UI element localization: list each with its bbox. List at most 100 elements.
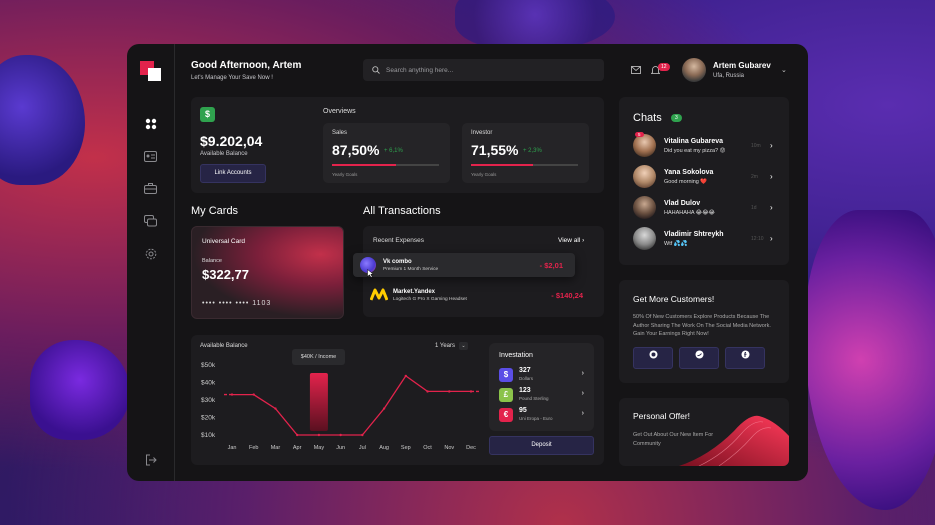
avatar	[633, 165, 656, 188]
data-point[interactable]	[252, 393, 255, 396]
offer-title: Personal Offer!	[633, 411, 691, 421]
data-point[interactable]	[295, 433, 299, 437]
data-point[interactable]	[382, 407, 386, 410]
y-tick-label: $50k	[201, 362, 216, 369]
data-point[interactable]	[448, 390, 451, 393]
avatar[interactable]	[682, 58, 706, 82]
chat-time: 12:10	[751, 236, 764, 242]
user-name: Artem Gubarev	[713, 61, 771, 70]
chevron-right-icon[interactable]: ›	[581, 410, 584, 417]
avatar	[633, 227, 656, 250]
transaction-row[interactable]: Vk combo Premium 1 Month Service - $2,01	[353, 253, 575, 278]
overview-value: 71,55%	[471, 142, 519, 158]
data-point[interactable]	[469, 390, 473, 393]
logout-icon[interactable]	[144, 454, 157, 466]
balance-card: $ $9.202,04 Available Balance Link Accou…	[191, 97, 604, 193]
data-point[interactable]	[274, 407, 277, 410]
pound-icon: £	[499, 388, 513, 402]
series-line	[232, 374, 471, 436]
chat-item[interactable]: Vlad Dulov HAHAHAHA 😂😂😂 1d ›	[633, 195, 778, 221]
investment-row[interactable]: € 95 Uni Eropa - Euro ›	[499, 406, 587, 424]
logo[interactable]	[140, 61, 162, 81]
overview-value: 87,50%	[332, 142, 380, 158]
chevron-right-icon[interactable]: ›	[770, 141, 773, 150]
instagram-icon	[649, 350, 657, 359]
y-tick-label: $20k	[201, 415, 216, 422]
settings-icon[interactable]	[144, 248, 157, 260]
mail-icon[interactable]	[631, 66, 641, 76]
chevron-right-icon[interactable]: ›	[770, 172, 773, 181]
chat-item[interactable]: Vladimir Shtreykh Wtf 💦💦 12:10 ›	[633, 226, 778, 252]
chat-name: Vitalina Gubareva	[664, 138, 724, 145]
chevron-right-icon[interactable]: ›	[581, 390, 584, 397]
x-tick-label: Oct	[423, 445, 432, 451]
investment-row[interactable]: $ 327 Dollars ›	[499, 366, 587, 384]
chats-count-badge: 3	[671, 114, 682, 122]
chevron-right-icon[interactable]: ›	[770, 203, 773, 212]
balance-label: Available Balance	[200, 151, 248, 157]
chat-bubble-icon[interactable]	[144, 215, 157, 227]
search-bar[interactable]	[363, 59, 604, 81]
twitter-icon	[695, 350, 703, 359]
x-tick-label: Jan	[228, 445, 237, 451]
id-card-icon[interactable]	[144, 151, 157, 163]
greeting: Good Afternoon, Artem Let's Manage Your …	[191, 60, 301, 81]
briefcase-icon[interactable]	[144, 183, 157, 195]
avatar	[633, 196, 656, 219]
data-point[interactable]	[404, 374, 408, 378]
chevron-right-icon[interactable]: ›	[581, 370, 584, 377]
offer-card[interactable]: Personal Offer! Get Out About Our New It…	[619, 398, 789, 466]
transaction-desc: Logitech G Pro X Gaming Headset	[393, 297, 467, 302]
chat-message: Good morning ❤️	[664, 179, 708, 185]
offer-illustration	[679, 415, 789, 466]
x-tick-label: Nov	[444, 445, 454, 451]
progress-bar	[471, 164, 578, 166]
data-point[interactable]	[426, 390, 429, 393]
investment-label: Uni Eropa - Euro	[519, 416, 553, 421]
link-accounts-button[interactable]: Link Accounts	[200, 164, 266, 183]
investment-value: 123	[519, 387, 531, 394]
instagram-button[interactable]	[633, 347, 673, 369]
bell-icon[interactable]	[650, 65, 661, 77]
transaction-desc: Premium 1 Month Service	[383, 267, 439, 272]
chat-item[interactable]: 5 Vitalina Gubareva Did you eat my pizza…	[633, 132, 778, 159]
credit-card[interactable]: Universal Card Balance $322,77 •••• ••••…	[191, 226, 344, 319]
overview-goal: Yearly Goals	[471, 172, 497, 177]
progress-fill	[332, 164, 397, 166]
period-select[interactable]: 1 Years	[435, 343, 456, 349]
chevron-right-icon[interactable]: ›	[770, 234, 773, 243]
data-point[interactable]	[339, 433, 342, 437]
chat-name: Yana Sokolova	[664, 169, 714, 176]
chevron-down-icon[interactable]: ⌄	[459, 342, 468, 350]
y-tick-label: $40k	[201, 380, 216, 387]
chevron-down-icon[interactable]: ⌄	[781, 67, 787, 74]
x-tick-label: Jun	[336, 445, 345, 451]
data-point[interactable]	[317, 433, 321, 437]
search-input[interactable]	[386, 66, 586, 74]
view-all-link[interactable]: View all ›	[558, 237, 585, 244]
transaction-name: Market.Yandex	[393, 289, 436, 295]
progress-fill	[471, 164, 534, 166]
x-tick-label: Sep	[401, 445, 411, 451]
data-point[interactable]	[361, 433, 364, 437]
chat-name: Vlad Dulov	[664, 200, 701, 207]
grid-icon[interactable]	[144, 118, 157, 130]
deposit-button[interactable]: Deposit	[489, 436, 594, 455]
facebook-icon	[741, 350, 749, 359]
data-point[interactable]	[230, 393, 234, 396]
twitter-button[interactable]	[679, 347, 719, 369]
highlight-bar[interactable]	[309, 373, 328, 431]
line-chart[interactable]: $50k $40k $30k $20k $10k Jan Feb Mar Apr May Jun Ju…	[191, 335, 491, 465]
investment-row[interactable]: £ 123 Pound Sterling ›	[499, 386, 587, 404]
euro-icon: €	[499, 408, 513, 422]
investment-value: 327	[519, 367, 531, 374]
view-all-label: View all	[558, 237, 581, 244]
search-icon	[372, 66, 380, 74]
chat-item[interactable]: Yana Sokolova Good morning ❤️ 2m ›	[633, 164, 778, 190]
facebook-button[interactable]	[725, 347, 765, 369]
transaction-row[interactable]: Market.Yandex Logitech G Pro X Gaming He…	[363, 283, 585, 307]
decor-blob	[805, 210, 935, 510]
chats-card: Chats 3 5 Vitalina Gubareva Did you eat …	[619, 97, 789, 265]
x-tick-label: Aug	[379, 445, 389, 451]
transaction-amount: - $2,01	[539, 261, 563, 270]
